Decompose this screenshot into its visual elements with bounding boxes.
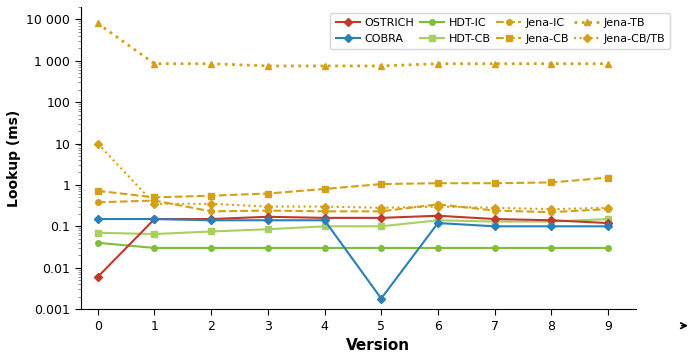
OSTRICH bbox=[150, 217, 159, 221]
Jena-TB bbox=[320, 64, 328, 68]
Jena-IC bbox=[94, 200, 102, 204]
HDT-CB bbox=[377, 224, 385, 229]
Line: HDT-CB: HDT-CB bbox=[95, 216, 611, 237]
Jena-IC bbox=[264, 208, 272, 213]
Jena-IC bbox=[377, 209, 385, 213]
HDT-CB bbox=[320, 224, 328, 229]
Line: Jena-IC: Jena-IC bbox=[95, 198, 611, 215]
HDT-CB bbox=[434, 218, 442, 222]
HDT-CB bbox=[604, 217, 612, 221]
Line: Jena-CB: Jena-CB bbox=[95, 175, 611, 200]
COBRA bbox=[264, 218, 272, 222]
Jena-CB/TB bbox=[491, 206, 499, 210]
HDT-IC bbox=[264, 246, 272, 250]
HDT-IC bbox=[150, 246, 159, 250]
HDT-IC bbox=[207, 246, 216, 250]
COBRA bbox=[377, 296, 385, 301]
HDT-IC bbox=[491, 246, 499, 250]
Jena-TB bbox=[150, 62, 159, 66]
Jena-CB/TB bbox=[94, 141, 102, 146]
Jena-CB/TB bbox=[150, 202, 159, 206]
Jena-CB bbox=[434, 181, 442, 185]
Jena-IC bbox=[320, 209, 328, 213]
COBRA bbox=[150, 217, 159, 221]
Jena-IC bbox=[434, 202, 442, 207]
COBRA bbox=[491, 224, 499, 229]
Legend: OSTRICH, COBRA, HDT-IC, HDT-CB, Jena-IC, Jena-CB, Jena-TB, Jena-CB/TB: OSTRICH, COBRA, HDT-IC, HDT-CB, Jena-IC,… bbox=[330, 13, 670, 49]
Line: COBRA: COBRA bbox=[95, 216, 611, 301]
Jena-TB bbox=[264, 64, 272, 68]
HDT-CB bbox=[491, 220, 499, 224]
Jena-CB bbox=[207, 194, 216, 198]
HDT-CB bbox=[150, 232, 159, 236]
HDT-IC bbox=[94, 240, 102, 245]
Jena-CB/TB bbox=[434, 204, 442, 209]
OSTRICH bbox=[320, 216, 328, 220]
COBRA bbox=[547, 224, 555, 229]
Jena-TB bbox=[207, 62, 216, 66]
Line: Jena-TB: Jena-TB bbox=[94, 20, 611, 69]
Line: OSTRICH: OSTRICH bbox=[95, 213, 611, 280]
Jena-CB bbox=[377, 182, 385, 186]
Jena-CB/TB bbox=[604, 206, 612, 210]
Jena-IC bbox=[491, 208, 499, 213]
Jena-TB bbox=[377, 64, 385, 68]
HDT-IC bbox=[604, 246, 612, 250]
HDT-CB bbox=[207, 229, 216, 234]
COBRA bbox=[207, 218, 216, 222]
OSTRICH bbox=[207, 217, 216, 221]
Jena-CB bbox=[547, 180, 555, 185]
OSTRICH bbox=[434, 213, 442, 218]
HDT-IC bbox=[434, 246, 442, 250]
COBRA bbox=[434, 221, 442, 225]
Jena-IC bbox=[604, 207, 612, 211]
Jena-CB/TB bbox=[547, 207, 555, 211]
OSTRICH bbox=[547, 218, 555, 222]
Jena-CB bbox=[320, 187, 328, 191]
COBRA bbox=[94, 217, 102, 221]
Jena-CB/TB bbox=[264, 204, 272, 209]
Line: Jena-CB/TB: Jena-CB/TB bbox=[95, 141, 611, 212]
HDT-IC bbox=[320, 246, 328, 250]
COBRA bbox=[320, 218, 328, 222]
HDT-IC bbox=[547, 246, 555, 250]
X-axis label: Version: Version bbox=[346, 338, 410, 353]
Jena-IC bbox=[207, 209, 216, 213]
OSTRICH bbox=[604, 221, 612, 225]
OSTRICH bbox=[377, 216, 385, 220]
Jena-CB bbox=[264, 192, 272, 196]
Jena-CB bbox=[491, 181, 499, 185]
Y-axis label: Lookup (ms): Lookup (ms) bbox=[7, 109, 21, 207]
HDT-CB bbox=[547, 220, 555, 224]
Jena-CB/TB bbox=[320, 204, 328, 209]
Jena-CB/TB bbox=[377, 206, 385, 210]
Jena-TB bbox=[434, 62, 442, 66]
COBRA bbox=[604, 224, 612, 229]
Jena-IC bbox=[150, 198, 159, 203]
OSTRICH bbox=[491, 217, 499, 221]
Jena-TB bbox=[491, 62, 499, 66]
Jena-TB bbox=[547, 62, 555, 66]
Jena-CB bbox=[94, 189, 102, 193]
OSTRICH bbox=[94, 275, 102, 279]
Jena-CB/TB bbox=[207, 202, 216, 206]
HDT-CB bbox=[94, 230, 102, 235]
Jena-TB bbox=[604, 62, 612, 66]
Jena-IC bbox=[547, 210, 555, 214]
Jena-CB bbox=[150, 195, 159, 199]
OSTRICH bbox=[264, 215, 272, 219]
HDT-IC bbox=[377, 246, 385, 250]
Jena-CB bbox=[604, 175, 612, 180]
HDT-CB bbox=[264, 227, 272, 231]
Jena-TB bbox=[94, 21, 102, 26]
Line: HDT-IC: HDT-IC bbox=[95, 240, 611, 251]
